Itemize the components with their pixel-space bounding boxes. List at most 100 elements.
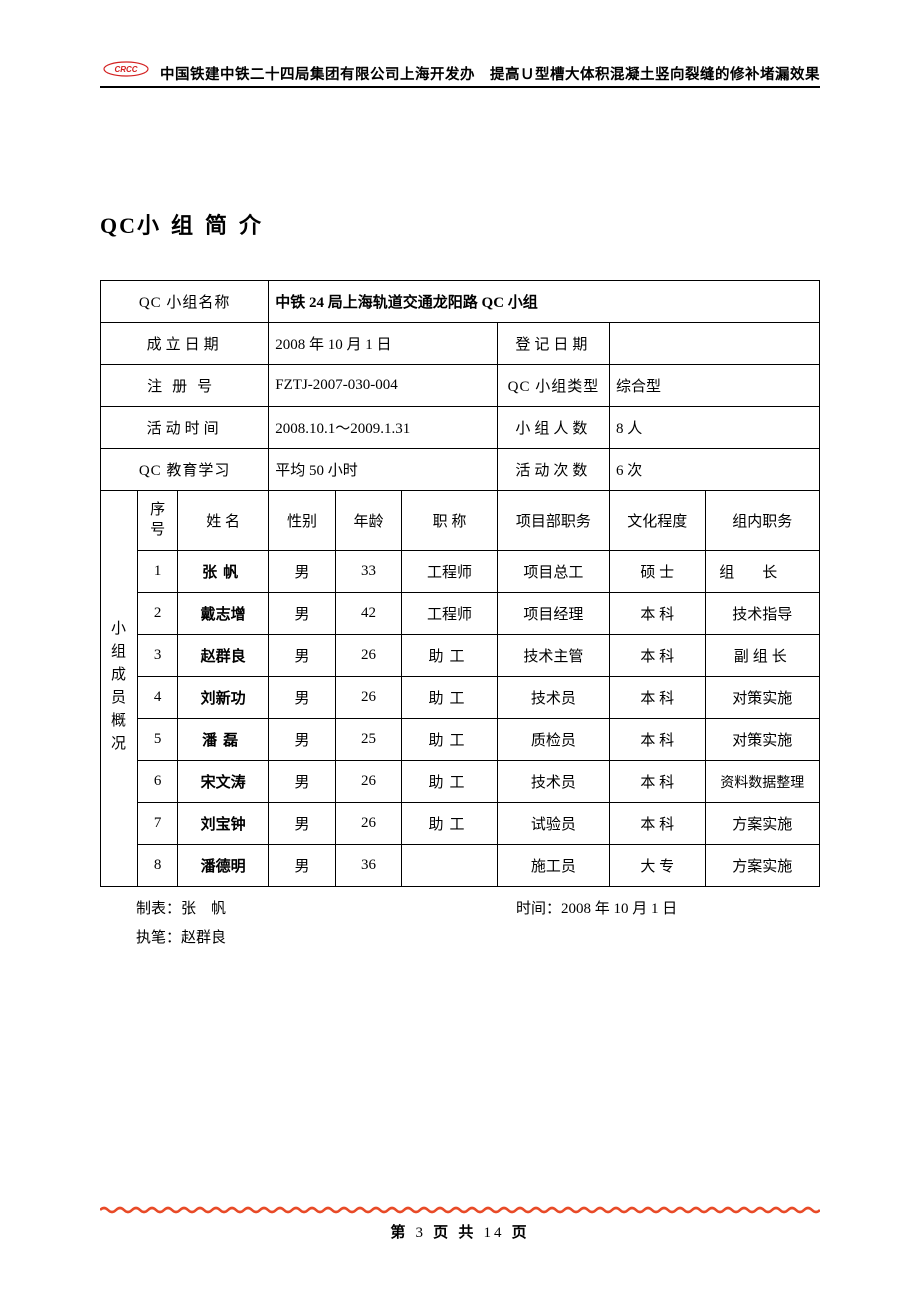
cell-age: 33 (335, 551, 401, 593)
member-row: 8 潘德明 男 36 施工员 大 专 方案实施 (101, 845, 820, 887)
cell-title: 助工 (402, 635, 498, 677)
row-education: QC 教育学习 平均 50 小时 活动次数 6 次 (101, 449, 820, 491)
preparer-label: 制表：张 帆 (136, 897, 516, 918)
cell-title: 助工 (402, 719, 498, 761)
cell-education: 本 科 (610, 761, 706, 803)
value-group-name: 中铁 24 局上海轨道交通龙阳路 QC 小组 (269, 281, 820, 323)
label-activity-count: 活动次数 (497, 449, 609, 491)
label-reg-no: 注册号 (101, 365, 269, 407)
cell-gender: 男 (269, 719, 335, 761)
svg-text:CRCC: CRCC (114, 65, 137, 74)
cell-seq: 1 (138, 551, 177, 593)
member-section-label: 小组成员概况 (101, 491, 138, 887)
header-position: 项目部职务 (497, 491, 609, 551)
cell-position: 项目总工 (497, 551, 609, 593)
cell-gender: 男 (269, 845, 335, 887)
header-gender: 性别 (269, 491, 335, 551)
cell-seq: 6 (138, 761, 177, 803)
header-education: 文化程度 (610, 491, 706, 551)
member-row: 5 潘磊 男 25 助工 质检员 本 科 对策实施 (101, 719, 820, 761)
cell-position: 项目经理 (497, 593, 609, 635)
cell-position: 技术主管 (497, 635, 609, 677)
value-establish-date: 2008 年 10 月 1 日 (269, 323, 498, 365)
cell-seq: 3 (138, 635, 177, 677)
cell-age: 26 (335, 677, 401, 719)
cell-position: 技术员 (497, 761, 609, 803)
cell-title: 助工 (402, 803, 498, 845)
cell-title: 工程师 (402, 551, 498, 593)
label-group-type: QC 小组类型 (497, 365, 609, 407)
preparation-time: 时间：2008 年 10 月 1 日 (516, 897, 820, 918)
row-reg-no: 注册号 FZTJ-2007-030-004 QC 小组类型 综合型 (101, 365, 820, 407)
value-education: 平均 50 小时 (269, 449, 498, 491)
header-age: 年龄 (335, 491, 401, 551)
value-group-type: 综合型 (610, 365, 820, 407)
cell-age: 25 (335, 719, 401, 761)
cell-title: 工程师 (402, 593, 498, 635)
cell-gender: 男 (269, 677, 335, 719)
value-member-count: 8 人 (610, 407, 820, 449)
member-row: 3 赵群良 男 26 助工 技术主管 本 科 副组长 (101, 635, 820, 677)
cell-seq: 2 (138, 593, 177, 635)
label-activity-time: 活动时间 (101, 407, 269, 449)
cell-age: 26 (335, 635, 401, 677)
row-group-name: QC 小组名称 中铁 24 局上海轨道交通龙阳路 QC 小组 (101, 281, 820, 323)
header-title: 职 称 (402, 491, 498, 551)
row-establish-date: 成立日期 2008 年 10 月 1 日 登记日期 (101, 323, 820, 365)
header-name: 姓 名 (177, 491, 268, 551)
cell-name: 潘德明 (177, 845, 268, 887)
cell-gender: 男 (269, 761, 335, 803)
page-header: CRCC 中国铁建中铁二十四局集团有限公司上海开发办 提高Ｕ型槽大体积混凝土竖向… (100, 60, 820, 88)
cell-education: 本 科 (610, 677, 706, 719)
cell-role: 副组长 (705, 635, 819, 677)
cell-education: 大 专 (610, 845, 706, 887)
cell-name: 张帆 (177, 551, 268, 593)
value-activity-count: 6 次 (610, 449, 820, 491)
cell-name: 宋文涛 (177, 761, 268, 803)
member-row: 1 张帆 男 33 工程师 项目总工 硕 士 组长 (101, 551, 820, 593)
cell-position: 技术员 (497, 677, 609, 719)
cell-role: 组长 (705, 551, 819, 593)
cell-title: 助工 (402, 761, 498, 803)
cell-education: 硕 士 (610, 551, 706, 593)
cell-name: 戴志增 (177, 593, 268, 635)
cell-gender: 男 (269, 593, 335, 635)
cell-role: 方案实施 (705, 845, 819, 887)
header-seq: 序号 (138, 491, 177, 551)
cell-name: 刘新功 (177, 677, 268, 719)
cell-title: 助工 (402, 677, 498, 719)
cell-title (402, 845, 498, 887)
cell-education: 本 科 (610, 803, 706, 845)
cell-name: 刘宝钟 (177, 803, 268, 845)
cell-seq: 4 (138, 677, 177, 719)
cell-age: 36 (335, 845, 401, 887)
cell-age: 26 (335, 761, 401, 803)
cell-role: 对策实施 (705, 677, 819, 719)
cell-seq: 8 (138, 845, 177, 887)
label-member-count: 小组人数 (497, 407, 609, 449)
cell-seq: 5 (138, 719, 177, 761)
cell-gender: 男 (269, 803, 335, 845)
cell-gender: 男 (269, 635, 335, 677)
member-row: 4 刘新功 男 26 助工 技术员 本 科 对策实施 (101, 677, 820, 719)
label-establish-date: 成立日期 (101, 323, 269, 365)
company-logo: CRCC (100, 60, 152, 82)
cell-education: 本 科 (610, 635, 706, 677)
cell-name: 赵群良 (177, 635, 268, 677)
qc-group-info-table: QC 小组名称 中铁 24 局上海轨道交通龙阳路 QC 小组 成立日期 2008… (100, 280, 820, 887)
cell-education: 本 科 (610, 593, 706, 635)
cell-position: 施工员 (497, 845, 609, 887)
header-document-title: 提高Ｕ型槽大体积混凝土竖向裂缝的修补堵漏效果 (490, 63, 820, 84)
value-reg-no: FZTJ-2007-030-004 (269, 365, 498, 407)
label-education: QC 教育学习 (101, 449, 269, 491)
wave-divider (100, 1201, 820, 1209)
cell-position: 试验员 (497, 803, 609, 845)
member-row: 2 戴志增 男 42 工程师 项目经理 本 科 技术指导 (101, 593, 820, 635)
cell-role: 资料数据整理 (705, 761, 819, 803)
writer-label: 执笔：赵群良 (136, 926, 226, 947)
label-register-date: 登记日期 (497, 323, 609, 365)
member-row: 7 刘宝钟 男 26 助工 试验员 本 科 方案实施 (101, 803, 820, 845)
section-title: QC小组简介 (100, 208, 820, 240)
cell-age: 26 (335, 803, 401, 845)
label-group-name: QC 小组名称 (101, 281, 269, 323)
